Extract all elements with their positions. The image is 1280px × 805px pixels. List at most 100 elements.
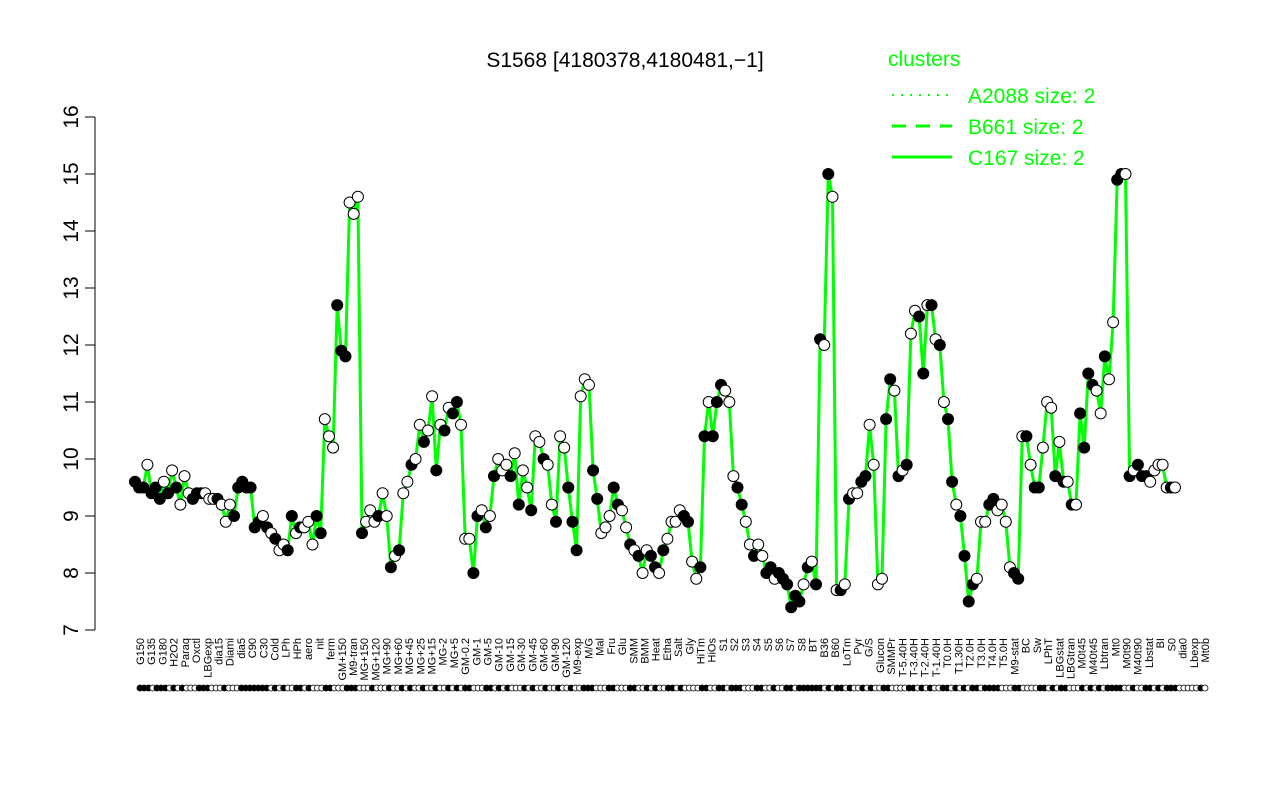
x-tick-label: T-1.40H [931,638,943,677]
x-tick-label: GM-120 [561,638,573,678]
data-point [826,190,839,203]
data-point [508,447,521,460]
data-point [574,390,587,403]
data-point [347,207,360,220]
data-point [541,458,554,471]
x-tick-label: T4.0H [987,638,999,668]
x-tick-label: Mal [595,638,607,656]
data-point [223,498,236,511]
legend-entry: C167 size: 2 [968,147,1085,170]
data-point [219,515,232,528]
data-point [756,549,769,562]
y-tick-label: 9 [60,510,83,522]
data-point [1169,481,1181,494]
data-point [438,424,451,437]
data-point [545,498,558,511]
data-point [591,492,604,505]
data-point [690,572,703,585]
data-point [682,515,694,528]
data-point [1144,475,1157,488]
x-tick-label: aero [303,638,315,660]
x-tick-labels: G150 G135 G180 H2O2 Paraq Oxctl LBGexp dia15 Dia… [135,637,1212,692]
data-point [504,470,517,483]
data-point [339,350,352,363]
data-point [822,168,835,180]
data-point [669,515,682,528]
data-point [587,464,600,477]
x-tick-label: G/S [864,638,876,657]
data-point [318,413,331,426]
data-point [863,418,876,431]
data-point [719,384,732,397]
data-point [1131,458,1144,471]
data-point [1053,435,1066,448]
data-point [310,510,323,522]
x-tick-label: S3 [740,638,752,651]
data-point [942,413,954,426]
x-tick-label: HPh [292,638,304,659]
x-tick-label: LPh [281,638,293,658]
x-tick-label: MG+90 [382,638,394,674]
data-point [166,464,179,477]
data-points-layer [129,168,1181,614]
data-point [228,510,240,522]
data-point [764,561,777,574]
x-tick-label: BI [1155,638,1167,648]
data-point [570,544,583,557]
data-point [880,413,893,426]
data-point [1070,498,1082,511]
x-tick-label: MG+5 [449,638,461,668]
data-point [620,521,633,534]
y-tick-label: 11 [60,391,83,413]
x-tick-label: GM+150 [337,638,349,681]
x-tick-label: Paraq [180,638,192,667]
x-tick-label: S5 [763,638,775,651]
data-point [1119,168,1132,180]
x-tick-label: SMM [628,638,640,664]
y-tick-label: 8 [60,567,83,579]
data-point [888,384,901,397]
data-point [686,555,699,568]
data-point [727,470,740,483]
x-tick-label: M9-stat [1009,638,1021,675]
data-point [331,299,344,312]
data-point [661,532,674,545]
x-tick-label: G180 [157,638,169,665]
data-point [583,378,595,391]
data-point [632,549,645,562]
x-tick-label: Heat [651,638,663,661]
data-point [174,498,187,511]
data-point [876,572,888,585]
data-point [450,396,463,408]
x-tick-label: GM-30 [516,638,528,672]
data-point [384,561,397,574]
x-tick-label: T5.0H [998,638,1010,668]
data-point [1020,430,1033,443]
data-point [644,549,657,562]
y-tick-label: 7 [60,624,83,636]
data-point [979,515,992,528]
x-tick-label: LoTm [841,638,853,666]
x-tick-label: GM-45 [527,638,539,672]
data-point [599,521,612,534]
data-point [323,430,335,443]
data-point [157,475,170,488]
y-tick-label: 12 [60,333,83,356]
x-tick-label: dia5 [236,638,248,659]
x-tick-label: M0t45 [1077,638,1089,669]
data-point [1012,572,1025,585]
x-tick-label: Lbtran [1099,638,1111,669]
data-point [706,430,719,443]
data-point [558,441,571,454]
series-line-layer [133,172,1175,609]
x-tick-label: Diami [225,638,237,666]
data-point [1032,481,1045,494]
x-tick-label: Gly [684,638,696,655]
x-tick-label: LPhT [1043,638,1055,665]
data-point [479,521,492,534]
data-point [178,470,191,483]
data-point [343,196,356,209]
chart-title: S1568 [4180378,4180481,−1] [486,49,763,72]
x-tick-label: T-5.40H [897,638,909,677]
data-point [1024,458,1037,471]
